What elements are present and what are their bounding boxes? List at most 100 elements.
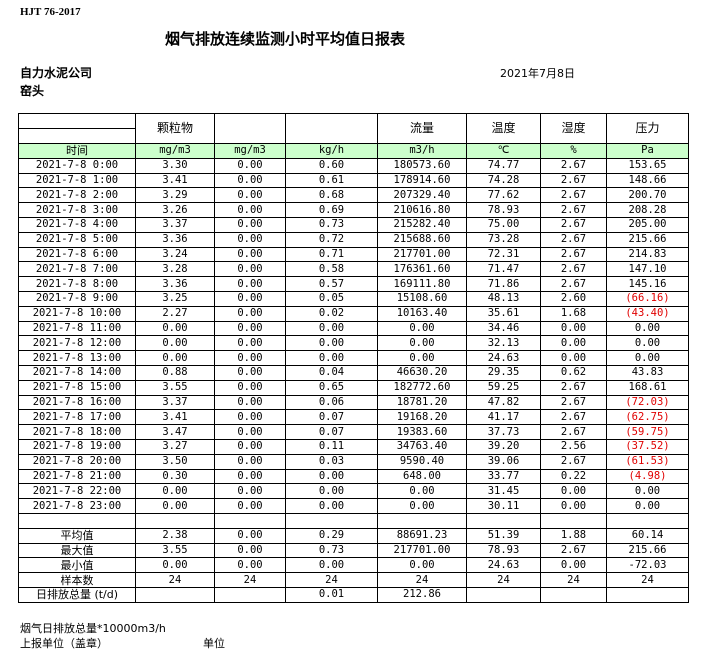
cell: 0.00 (285, 483, 378, 500)
cell: 3.47 (135, 424, 215, 440)
table-row: 2021-7-8 4:00 3.37 0.00 0.73 215282.40 75.00 2… (18, 216, 689, 233)
cell: (66.16) (606, 290, 689, 307)
cell (135, 512, 215, 529)
table-row: 2021-7-8 15:00 3.55 0.00 0.65 182772.60 59.25… (18, 379, 689, 396)
cell: 147.10 (606, 261, 689, 278)
cell (540, 512, 607, 529)
cell: 24 (377, 572, 467, 588)
cell: 2021-7-8 8:00 (18, 276, 136, 292)
cell: 0.00 (285, 468, 378, 485)
cell: 2.67 (540, 157, 607, 174)
cell (606, 586, 689, 603)
cell: 0.60 (285, 157, 378, 174)
cell: 2021-7-8 12:00 (18, 335, 136, 352)
cell: 最大值 (18, 542, 136, 559)
cell: 215.66 (606, 542, 689, 559)
cell: 0.00 (214, 231, 286, 248)
table-row: 2021-7-8 18:00 3.47 0.00 0.07 19383.60 37.73 2… (18, 424, 689, 440)
cell: 2021-7-8 7:00 (18, 261, 136, 278)
header-row: 颗粒物 流量 温度 湿度 压力 (18, 113, 689, 144)
cell: 0.00 (606, 350, 689, 366)
cell: 148.66 (606, 172, 689, 189)
cell: ℃ (466, 143, 541, 159)
cell: 2021-7-8 21:00 (18, 468, 136, 485)
cell: 31.45 (466, 483, 541, 500)
table-row: 2021-7-8 0:00 3.30 0.00 0.60 180573.60 74.77 2… (18, 157, 689, 174)
cell: 0.00 (285, 320, 378, 337)
cell: 19168.20 (377, 409, 467, 426)
summary-row: 最大值 3.55 0.00 0.73 217701.00 78.93 2.67 215.66 (18, 542, 689, 559)
cell: 2.67 (540, 202, 607, 218)
cell: 2021-7-8 11:00 (18, 320, 136, 337)
table-row: 2021-7-8 11:00 0.00 0.00 0.00 0.00 34.46 0.00 0… (18, 320, 689, 337)
cell: 73.28 (466, 231, 541, 248)
cell (466, 586, 541, 603)
cell: 2.60 (540, 290, 607, 307)
cell: 0.00 (377, 483, 467, 500)
cell: 43.83 (606, 364, 689, 381)
cell: (62.75) (606, 409, 689, 426)
cell: 9590.40 (377, 453, 467, 470)
cell: 2.67 (540, 379, 607, 396)
cell: (43.40) (606, 305, 689, 322)
cell: 0.00 (214, 542, 286, 559)
cell: 3.36 (135, 276, 215, 292)
cell: 3.36 (135, 231, 215, 248)
cell (18, 512, 136, 529)
table-row: 2021-7-8 20:00 3.50 0.00 0.03 9590.40 39.06 2.… (18, 453, 689, 470)
cell: 78.93 (466, 202, 541, 218)
cell: 0.00 (377, 557, 467, 574)
cell: 2021-7-8 5:00 (18, 231, 136, 248)
cell (214, 586, 286, 603)
cell: -72.03 (606, 557, 689, 574)
table-row: 2021-7-8 17:00 3.41 0.00 0.07 19168.20 41.17 2… (18, 409, 689, 426)
cell: 3.27 (135, 438, 215, 455)
cell: 压力 (606, 113, 689, 144)
cell: 0.30 (135, 468, 215, 485)
cell: 0.00 (214, 527, 286, 544)
cell: 0.58 (285, 261, 378, 278)
cell (540, 586, 607, 603)
cell: 时间 (18, 143, 136, 159)
cell: 0.00 (214, 468, 286, 485)
cell: 217701.00 (377, 246, 467, 263)
cell: 0.00 (606, 320, 689, 337)
cell: 19383.60 (377, 424, 467, 440)
table-row: 2021-7-8 7:00 3.28 0.00 0.58 176361.60 71.47 2… (18, 261, 689, 278)
cell: 2.67 (540, 246, 607, 263)
cell: 39.06 (466, 453, 541, 470)
cell: 2021-7-8 0:00 (18, 157, 136, 174)
cell: 0.00 (540, 483, 607, 500)
cell: (61.53) (606, 453, 689, 470)
cell: 0.00 (377, 498, 467, 514)
cell: 0.00 (214, 187, 286, 204)
cell: 48.13 (466, 290, 541, 307)
cell: 176361.60 (377, 261, 467, 278)
cell: 0.00 (214, 394, 286, 411)
cell: 2021-7-8 14:00 (18, 364, 136, 381)
cell: 39.20 (466, 438, 541, 455)
cell: 2.67 (540, 394, 607, 411)
cell: 24 (214, 572, 286, 588)
table-row: 2021-7-8 16:00 3.37 0.00 0.06 18781.20 47.82 2… (18, 394, 689, 411)
cell: 0.00 (540, 498, 607, 514)
cell: 3.55 (135, 542, 215, 559)
cell: 0.00 (214, 453, 286, 470)
cell: 208.28 (606, 202, 689, 218)
cell: 2021-7-8 6:00 (18, 246, 136, 263)
cell: 2.38 (135, 527, 215, 544)
cell: 2.67 (540, 172, 607, 189)
cell: 32.13 (466, 335, 541, 352)
cell: Pa (606, 143, 689, 159)
cell (466, 512, 541, 529)
table-row: 2021-7-8 13:00 0.00 0.00 0.00 0.00 24.63 0.00 0… (18, 350, 689, 366)
cell: 182772.60 (377, 379, 467, 396)
cell: 0.00 (214, 276, 286, 292)
cell: 0.73 (285, 542, 378, 559)
cell: 59.25 (466, 379, 541, 396)
cell: 75.00 (466, 216, 541, 233)
cell: 0.00 (135, 557, 215, 574)
cell: 0.00 (377, 350, 467, 366)
cell (214, 113, 286, 144)
cell: 0.00 (135, 335, 215, 352)
